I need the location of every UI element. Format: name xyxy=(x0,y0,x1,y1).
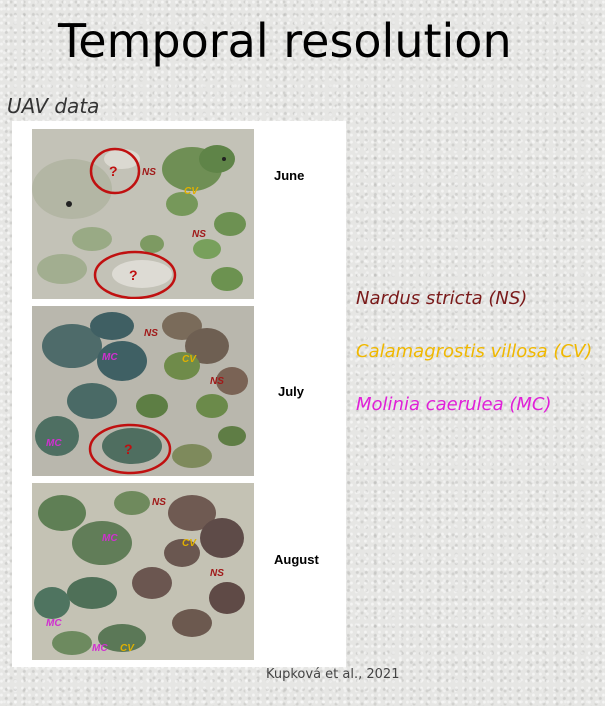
month-label-august: August xyxy=(274,552,319,567)
question-circle-2 xyxy=(93,250,177,299)
slide-title: Temporal resolution xyxy=(58,14,512,68)
image-panel: ? ? NS CV NS June ? NS MC CV NS MC July xyxy=(12,121,346,667)
cv-label: CV xyxy=(184,186,199,197)
question-circle-3 xyxy=(88,423,172,475)
cv-label: CV xyxy=(120,643,135,654)
question-mark: ? xyxy=(109,163,118,179)
ns-label: NS xyxy=(210,376,224,387)
august-aerial-photo: NS MC CV NS MC MC CV xyxy=(32,483,254,660)
month-label-june: June xyxy=(274,168,305,183)
mc-label: MC xyxy=(46,438,62,449)
ns-label: NS xyxy=(144,328,158,339)
question-mark: ? xyxy=(124,441,133,457)
july-aerial-photo: ? NS MC CV NS MC xyxy=(32,306,254,476)
cv-label: CV xyxy=(182,354,197,365)
mc-label: MC xyxy=(46,618,62,629)
legend-molinia-caerulea: Molinia caerulea (MC) xyxy=(356,394,552,415)
month-label-july: July xyxy=(278,384,305,399)
legend-nardus-stricta: Nardus stricta (NS) xyxy=(356,288,528,309)
june-aerial-photo: ? ? NS CV NS xyxy=(32,129,254,299)
mc-label: MC xyxy=(102,533,118,544)
ns-label: NS xyxy=(210,568,224,579)
ns-label: NS xyxy=(152,497,166,508)
citation: Kupková et al., 2021 xyxy=(266,667,400,682)
legend-calamagrostis-villosa: Calamagrostis villosa (CV) xyxy=(356,341,593,362)
mc-label: MC xyxy=(102,352,118,363)
cv-label: CV xyxy=(182,538,197,549)
slide-subtitle: UAV data xyxy=(7,94,100,118)
ns-label: NS xyxy=(142,167,156,178)
question-mark: ? xyxy=(129,267,138,283)
mc-label: MC xyxy=(92,643,108,654)
ns-label: NS xyxy=(192,229,206,240)
question-circle-1 xyxy=(89,147,141,195)
